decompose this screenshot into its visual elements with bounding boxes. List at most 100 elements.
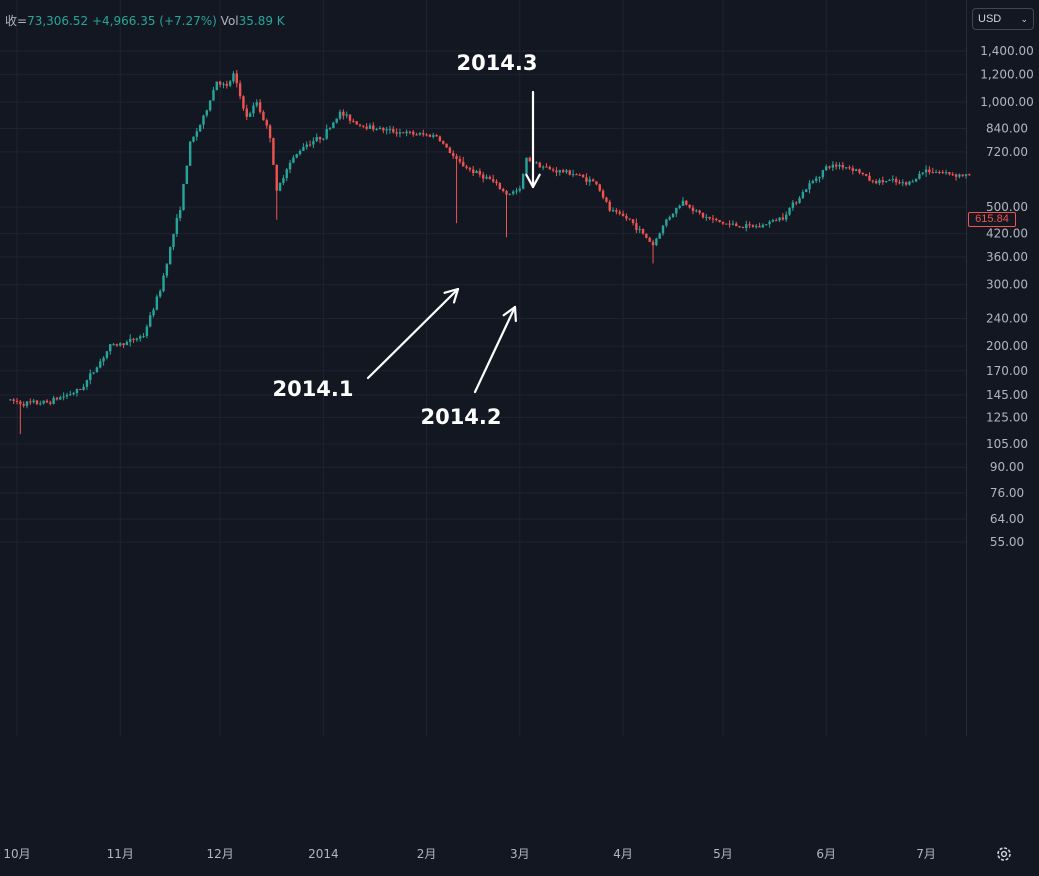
candle xyxy=(545,163,548,168)
candle xyxy=(225,80,228,89)
candle-body xyxy=(298,150,302,155)
candle xyxy=(205,109,209,118)
candle-body xyxy=(55,397,59,400)
candle-body xyxy=(232,73,235,82)
x-tick-label: 5月 xyxy=(713,847,733,861)
candle-body xyxy=(948,172,951,175)
candle-body xyxy=(718,219,721,222)
candle-body xyxy=(495,181,498,184)
candle-body xyxy=(212,90,215,101)
candle-body xyxy=(29,401,32,403)
candle xyxy=(631,219,635,226)
candle-body xyxy=(185,165,189,184)
candle xyxy=(268,124,272,143)
candle-body xyxy=(92,372,95,374)
candle xyxy=(475,169,478,174)
candle-body xyxy=(488,176,492,180)
candle xyxy=(668,215,671,221)
candle-body xyxy=(42,400,45,404)
candle xyxy=(761,223,765,228)
candle-body xyxy=(861,172,865,175)
candle xyxy=(185,165,189,184)
candle xyxy=(611,207,615,213)
candle-body xyxy=(588,179,591,182)
candle xyxy=(168,246,172,265)
candle-body xyxy=(99,361,102,368)
candle-body xyxy=(242,96,245,109)
candle xyxy=(49,400,52,406)
candle xyxy=(252,102,255,117)
price-axis[interactable]: 1,400.00 1,200.00 1,000.00 840.00 720.00 500.… xyxy=(980,44,1033,549)
candle xyxy=(701,212,705,219)
candle xyxy=(568,169,571,176)
candle xyxy=(921,172,924,176)
candle-body xyxy=(705,216,708,218)
candle xyxy=(538,161,542,168)
candle-body xyxy=(192,136,195,142)
candle xyxy=(188,140,192,167)
candle xyxy=(871,179,875,184)
candle-body xyxy=(688,204,691,208)
candle-body xyxy=(19,401,22,405)
y-tick-label: 720.00 xyxy=(986,145,1028,159)
candle-body xyxy=(69,394,72,396)
candle xyxy=(388,125,392,134)
candle-body xyxy=(921,172,924,174)
candle-body xyxy=(671,213,675,218)
candle-body xyxy=(235,73,238,84)
candle xyxy=(874,179,878,185)
candle-body xyxy=(735,223,738,227)
candle xyxy=(162,273,165,293)
candle xyxy=(405,129,408,137)
candle xyxy=(458,155,462,164)
candle-body xyxy=(175,218,179,234)
candle-body xyxy=(265,120,268,126)
candle xyxy=(129,334,132,347)
time-axis[interactable]: 10月 11月 12月 2014 2月 3月 4月 5月 6月 7月 xyxy=(3,847,936,861)
candle xyxy=(478,168,482,178)
candle xyxy=(571,169,575,178)
candle xyxy=(851,165,855,175)
candle xyxy=(39,400,42,406)
candle xyxy=(598,183,601,192)
candle-body xyxy=(638,228,641,230)
candle-body xyxy=(778,217,781,221)
candle xyxy=(318,136,322,144)
candle-body xyxy=(934,172,938,174)
candle xyxy=(625,213,628,221)
candle-body xyxy=(528,157,532,162)
candle xyxy=(198,124,202,132)
candle xyxy=(801,189,805,199)
candle xyxy=(248,111,252,118)
candle-body xyxy=(255,102,258,106)
candle xyxy=(725,223,728,225)
candle xyxy=(488,175,492,180)
candle-body xyxy=(868,175,871,181)
candle xyxy=(348,114,352,124)
candle xyxy=(305,141,308,150)
candle-body xyxy=(701,212,705,218)
candle xyxy=(262,110,265,121)
candle-body xyxy=(228,81,232,86)
currency-select[interactable]: USD ⌄ xyxy=(972,8,1034,30)
candle xyxy=(505,189,508,238)
candle xyxy=(145,324,149,339)
candle xyxy=(755,224,758,229)
gear-icon[interactable] xyxy=(995,845,1013,863)
annotation-label: 2014.1 xyxy=(272,377,353,401)
candle-body xyxy=(59,397,62,400)
candle-body xyxy=(828,166,831,168)
candle xyxy=(25,400,29,409)
candle xyxy=(362,125,365,129)
candle xyxy=(728,220,731,228)
candle-body xyxy=(628,218,631,220)
candle-body xyxy=(498,183,502,189)
candle-body xyxy=(418,133,422,135)
candle-body xyxy=(771,220,775,222)
candle xyxy=(648,236,651,242)
candle-body xyxy=(208,100,212,111)
candle xyxy=(432,132,435,139)
candle xyxy=(468,166,472,172)
candle xyxy=(325,124,328,140)
